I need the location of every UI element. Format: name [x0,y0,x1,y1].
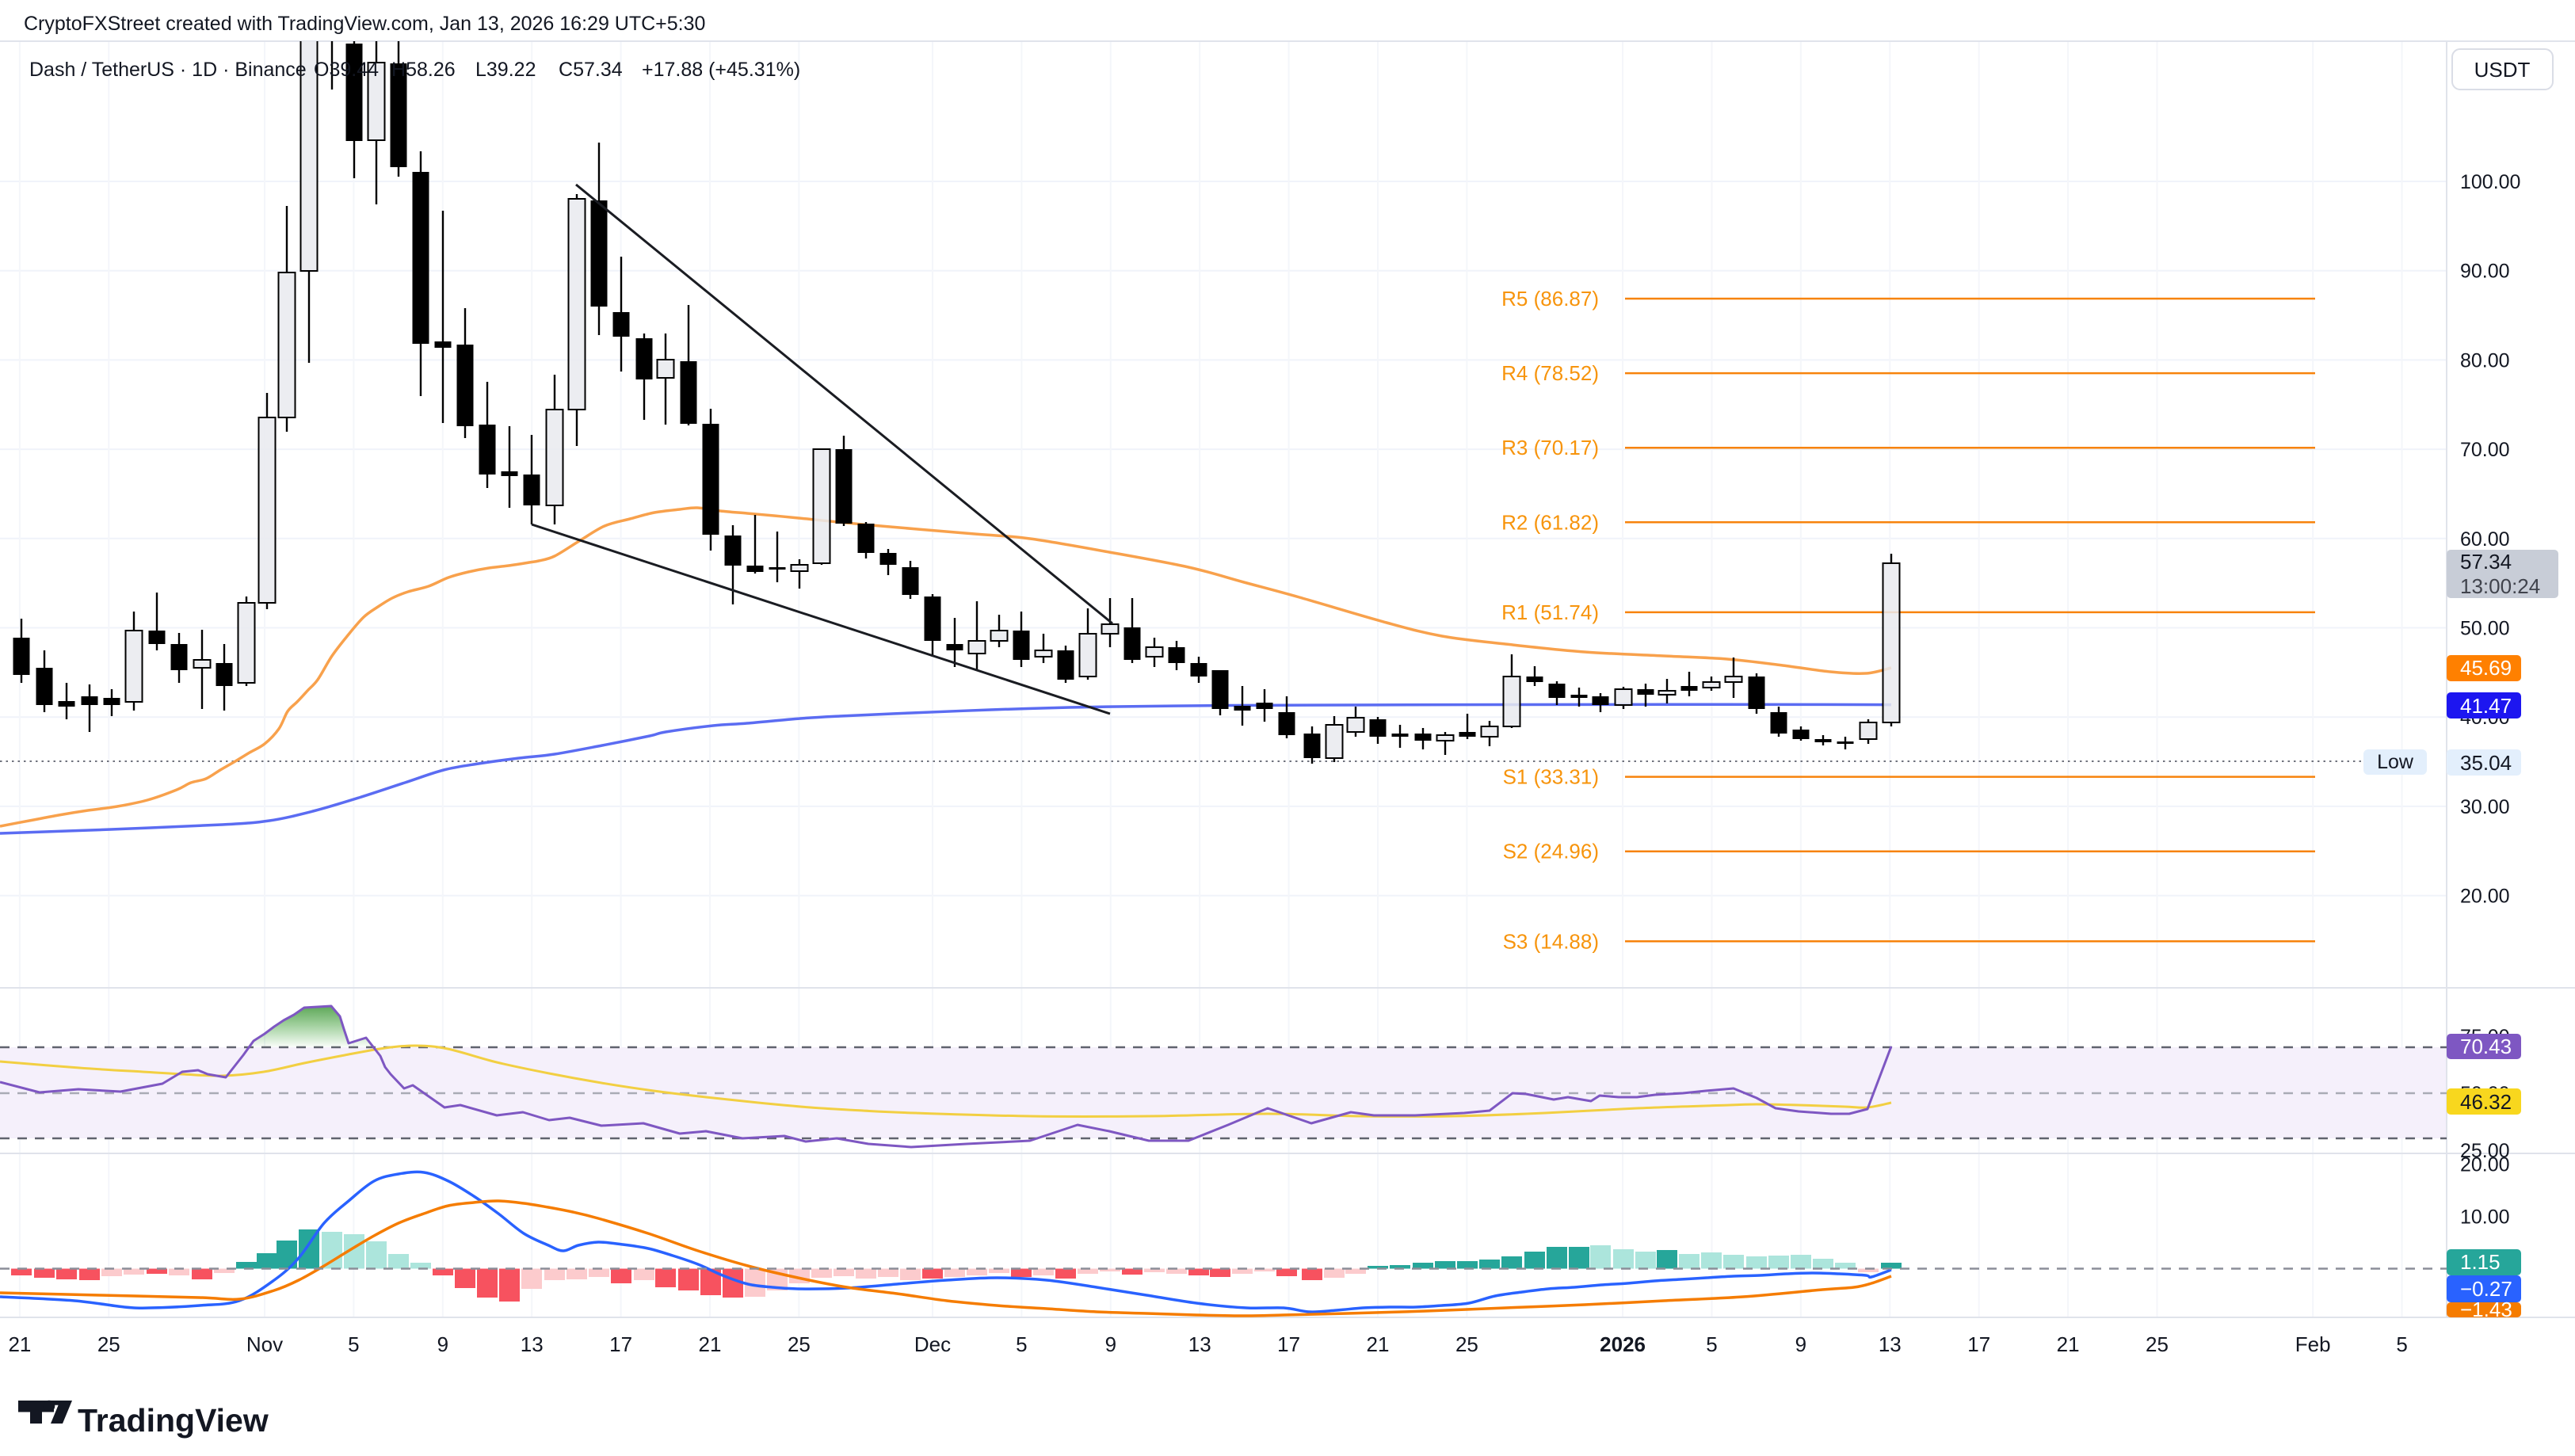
svg-text:5: 5 [348,1332,359,1356]
svg-text:9: 9 [437,1332,448,1356]
svg-text:21: 21 [699,1332,722,1356]
svg-text:46.32: 46.32 [2460,1090,2512,1114]
svg-text:13: 13 [1188,1332,1211,1356]
svg-text:10.00: 10.00 [2460,1206,2510,1229]
svg-text:25: 25 [2146,1332,2169,1356]
svg-text:Low: Low [2377,751,2414,773]
svg-text:2026: 2026 [1600,1332,1646,1356]
svg-text:S2 (24.96): S2 (24.96) [1503,840,1599,863]
svg-text:70.43: 70.43 [2460,1035,2512,1058]
svg-text:13: 13 [521,1332,544,1356]
svg-text:−0.27: −0.27 [2460,1277,2512,1301]
svg-text:R3 (70.17): R3 (70.17) [1501,436,1599,459]
svg-text:1.15: 1.15 [2460,1250,2501,1274]
svg-text:USDT: USDT [2474,58,2531,82]
svg-text:100.00: 100.00 [2460,171,2520,193]
svg-text:5: 5 [2396,1332,2407,1356]
svg-text:50.00: 50.00 [2460,618,2510,640]
svg-text:S3 (14.88): S3 (14.88) [1503,929,1599,953]
svg-text:Dash / TetherUS · 1D · Binance: Dash / TetherUS · 1D · Binance O39.44 H58.… [29,59,800,81]
svg-text:5: 5 [1016,1332,1027,1356]
svg-text:13:00:24: 13:00:24 [2460,574,2540,598]
svg-text:S1 (33.31): S1 (33.31) [1503,765,1599,789]
svg-text:17: 17 [1967,1332,1990,1356]
svg-text:5: 5 [1706,1332,1717,1356]
svg-text:R5 (86.87): R5 (86.87) [1501,287,1599,311]
svg-text:30.00: 30.00 [2460,796,2510,818]
svg-text:21: 21 [8,1332,31,1356]
svg-text:21: 21 [1367,1332,1390,1356]
svg-text:Nov: Nov [246,1332,283,1356]
svg-text:−1.43: −1.43 [2460,1298,2512,1321]
svg-text:21: 21 [2057,1332,2080,1356]
svg-text:20.00: 20.00 [2460,1154,2510,1176]
svg-text:R2 (61.82): R2 (61.82) [1501,510,1599,534]
svg-text:CryptoFXStreet created with Tr: CryptoFXStreet created with TradingView.… [24,13,705,35]
svg-text:Dec: Dec [914,1332,951,1356]
svg-text:70.00: 70.00 [2460,439,2510,461]
svg-text:57.34: 57.34 [2460,550,2512,574]
svg-text:35.04: 35.04 [2460,751,2512,775]
svg-text:20.00: 20.00 [2460,886,2510,908]
svg-text:25: 25 [788,1332,811,1356]
svg-text:80.00: 80.00 [2460,349,2510,372]
svg-text:R4 (78.52): R4 (78.52) [1501,361,1599,385]
svg-text:90.00: 90.00 [2460,261,2510,283]
svg-text:17: 17 [609,1332,632,1356]
svg-text:Feb: Feb [2295,1332,2331,1356]
svg-text:25: 25 [1455,1332,1478,1356]
svg-text:45.69: 45.69 [2460,656,2512,680]
svg-text:R1 (51.74): R1 (51.74) [1501,600,1599,624]
svg-text:9: 9 [1105,1332,1116,1356]
svg-text:17: 17 [1277,1332,1300,1356]
svg-text:41.47: 41.47 [2460,694,2512,718]
svg-text:60.00: 60.00 [2460,528,2510,551]
svg-text:13: 13 [1879,1332,1902,1356]
svg-text:25: 25 [97,1332,120,1356]
svg-text:25.00: 25.00 [2460,1140,2510,1162]
svg-text:TradingView: TradingView [78,1402,269,1439]
svg-text:9: 9 [1795,1332,1806,1356]
